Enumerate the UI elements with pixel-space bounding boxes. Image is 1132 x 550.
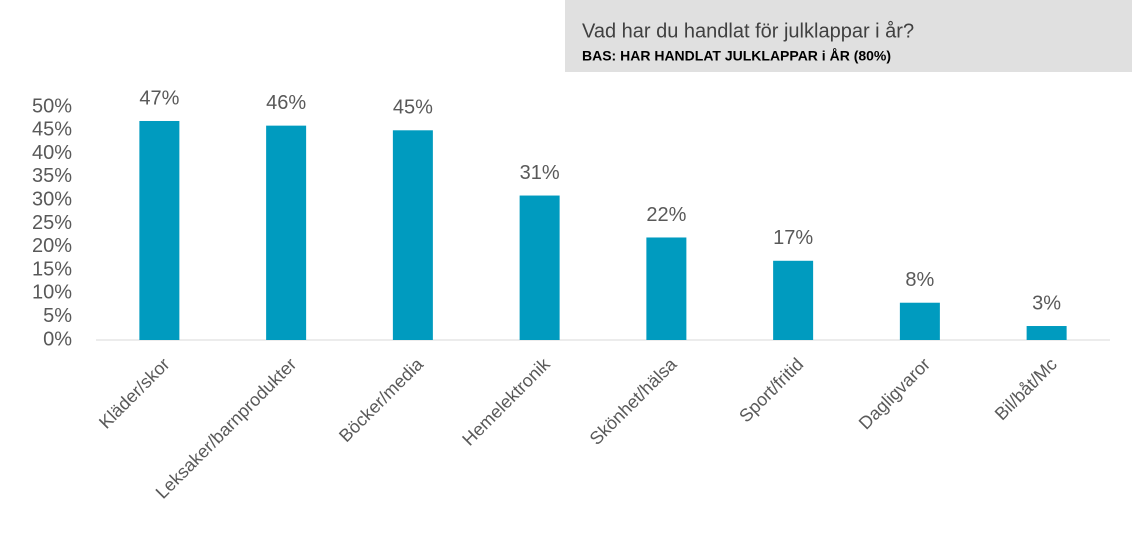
y-tick-label: 5%	[43, 305, 72, 327]
data-label: 8%	[905, 269, 934, 291]
y-tick-label: 0%	[43, 328, 72, 350]
x-tick-label: Kläder/skor	[95, 354, 174, 433]
data-label: 3%	[1032, 292, 1061, 314]
y-tick-label: 50%	[32, 95, 72, 117]
y-tick-label: 20%	[32, 235, 72, 257]
chart-subtitle: BAS: HAR HANDLAT JULKLAPPAR i ÅR (80%)	[582, 48, 891, 64]
x-tick-label: Dagligvaror	[855, 354, 934, 433]
x-tick-label: Leksaker/barnprodukter	[152, 354, 301, 503]
bar	[899, 302, 940, 340]
x-tick-label: Skönhet/hälsa	[586, 353, 682, 449]
data-label: 31%	[520, 162, 560, 184]
y-tick-label: 30%	[32, 188, 72, 210]
y-tick-label: 25%	[32, 212, 72, 234]
y-tick-label: 15%	[32, 258, 72, 280]
data-label: 17%	[773, 227, 813, 249]
data-label: 45%	[393, 97, 433, 119]
y-tick-label: 40%	[32, 142, 72, 164]
data-label: 46%	[266, 92, 306, 114]
y-tick-label: 45%	[32, 119, 72, 141]
bar	[392, 130, 433, 340]
bar	[139, 120, 180, 340]
y-tick-label: 35%	[32, 165, 72, 187]
chart-title: Vad har du handlat för julklappar i år?	[582, 20, 914, 42]
x-tick-label: Sport/fritid	[735, 354, 807, 426]
bar	[519, 195, 560, 340]
bar	[646, 237, 687, 340]
bar	[773, 260, 814, 340]
data-label: 22%	[646, 204, 686, 226]
x-tick-label: Hemelektronik	[458, 353, 554, 449]
title-box	[565, 0, 1132, 72]
bar	[266, 125, 307, 340]
x-tick-label: Bil/båt/Mc	[991, 354, 1061, 424]
x-tick-label: Böcker/media	[335, 353, 428, 446]
data-label: 47%	[139, 87, 179, 109]
bar	[1026, 326, 1067, 340]
y-tick-label: 10%	[32, 282, 72, 304]
